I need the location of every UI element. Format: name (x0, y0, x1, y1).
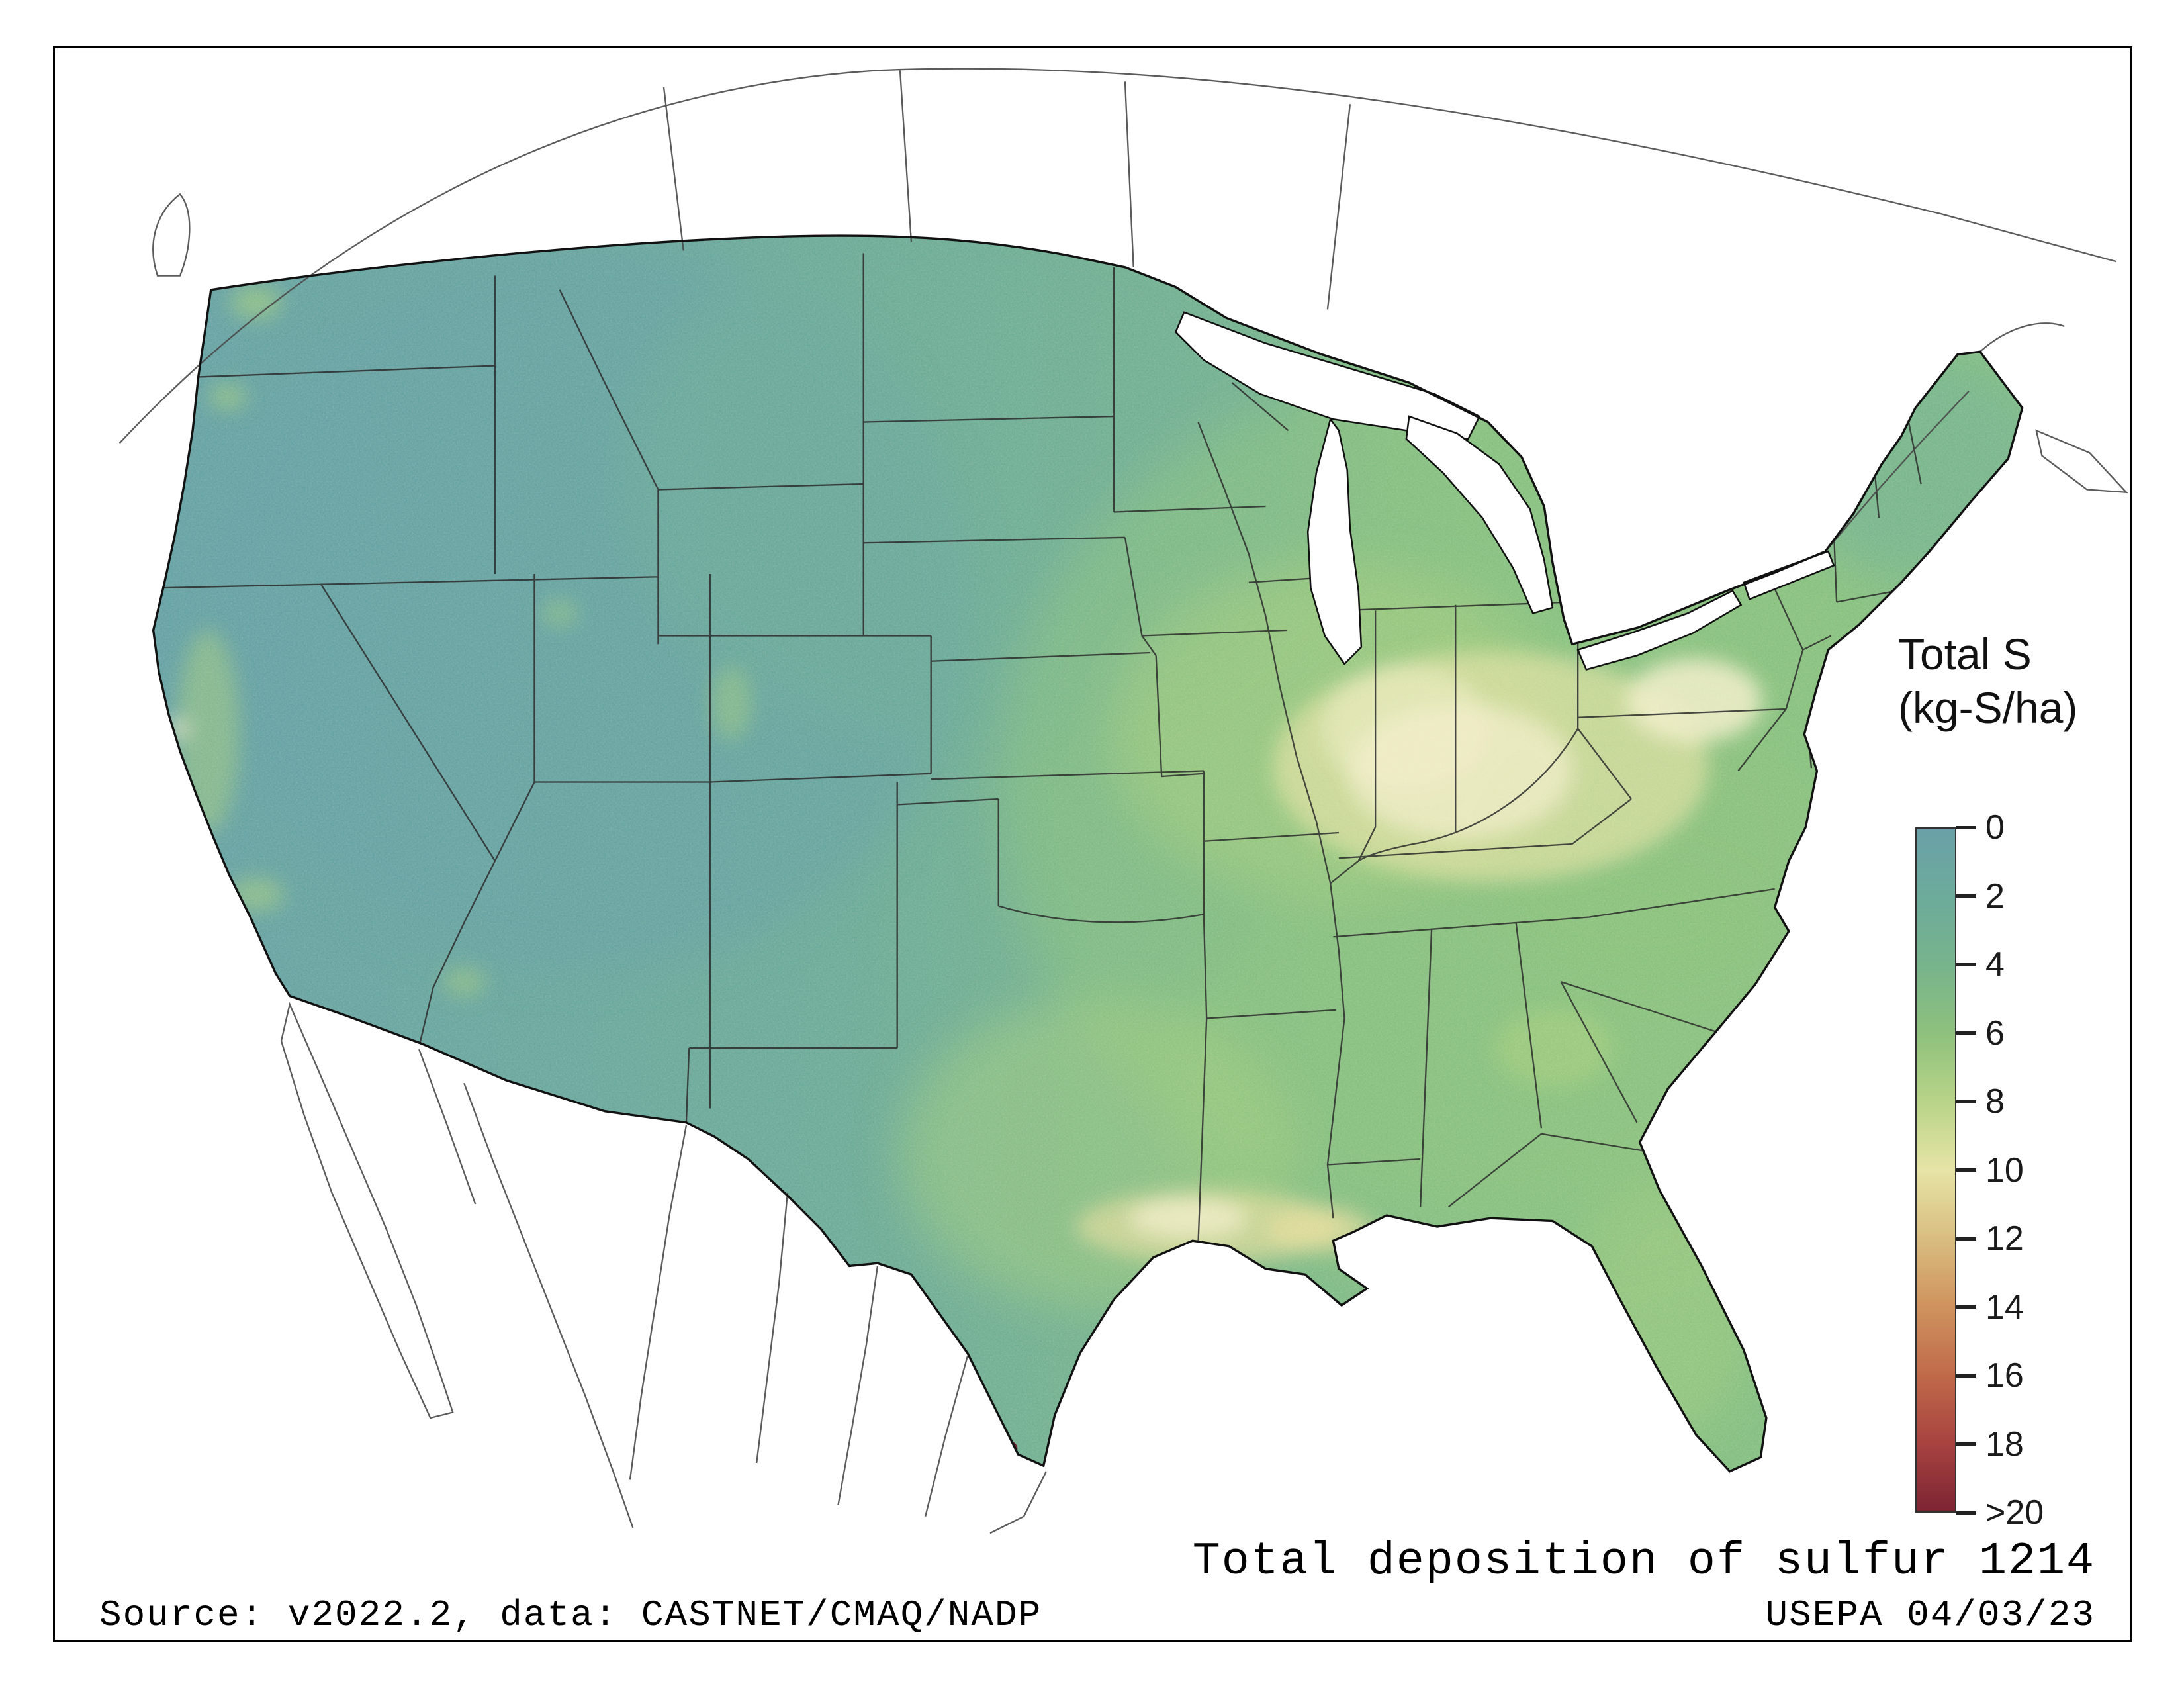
colorbar-tick: 2 (1956, 876, 2005, 916)
point-source-speckle (153, 235, 2023, 1472)
agency-date-caption: USEPA 04/03/23 (1765, 1594, 2095, 1636)
mexico-outline (280, 1002, 1047, 1534)
lake-erie (1576, 589, 1743, 671)
colorbar-tick: 12 (1956, 1219, 2024, 1258)
colorbar-ticks: 0 2 4 6 8 10 12 14 16 18 >20 (1956, 808, 2128, 1532)
tick-label: 18 (1985, 1425, 2024, 1464)
tick-mark (1956, 1442, 1976, 1446)
tick-mark (1956, 1374, 1976, 1378)
tick-label: 0 (1985, 808, 2005, 847)
colorbar-tick: 6 (1956, 1013, 2005, 1053)
tick-label: 4 (1985, 945, 2005, 984)
us-deposition-surface (153, 235, 2023, 1472)
tick-label: >20 (1985, 1493, 2044, 1532)
source-caption: Source: v2022.2, data: CASTNET/CMAQ/NADP (99, 1594, 1042, 1636)
tick-mark (1956, 1511, 1976, 1515)
tick-label: 16 (1985, 1356, 2024, 1395)
colorbar (1915, 827, 1956, 1513)
colorbar-tick: 18 (1956, 1425, 2024, 1464)
great-lakes (1174, 311, 1835, 671)
tick-mark (1956, 1100, 1976, 1103)
tick-mark (1956, 962, 1976, 966)
tick-label: 10 (1985, 1150, 2024, 1190)
tick-label: 6 (1985, 1013, 2005, 1053)
tick-label: 2 (1985, 876, 2005, 915)
colorbar-tick: >20 (1956, 1493, 2044, 1532)
tick-mark (1956, 1031, 1976, 1035)
colorbar-tick: 0 (1956, 808, 2005, 847)
colorbar-tick: 16 (1956, 1356, 2024, 1395)
colorbar-tick: 10 (1956, 1150, 2024, 1190)
legend-title-line1: Total S (1898, 630, 2032, 679)
tick-mark (1956, 1168, 1976, 1172)
legend-title-line2: (kg-S/ha) (1898, 682, 2078, 732)
map-title: Total deposition of sulfur 1214 (1192, 1536, 2095, 1588)
tick-mark (1956, 1237, 1976, 1241)
colorbar-tick: 8 (1956, 1082, 2005, 1121)
legend-title: Total S (kg-S/ha) (1898, 628, 2077, 734)
tick-mark (1956, 894, 1976, 898)
colorbar-tick: 4 (1956, 945, 2005, 984)
state-borders (157, 253, 1927, 1244)
tick-label: 8 (1985, 1082, 2005, 1121)
canada-outline (118, 68, 2128, 552)
plot-frame (53, 46, 2132, 1642)
lake-michigan (1306, 417, 1363, 665)
colorbar-tick: 14 (1956, 1288, 2024, 1327)
lake-huron (1405, 415, 1554, 615)
tick-label: 14 (1985, 1288, 2024, 1327)
tick-mark (1956, 825, 1976, 829)
tick-label: 12 (1985, 1219, 2024, 1258)
tick-mark (1956, 1305, 1976, 1309)
